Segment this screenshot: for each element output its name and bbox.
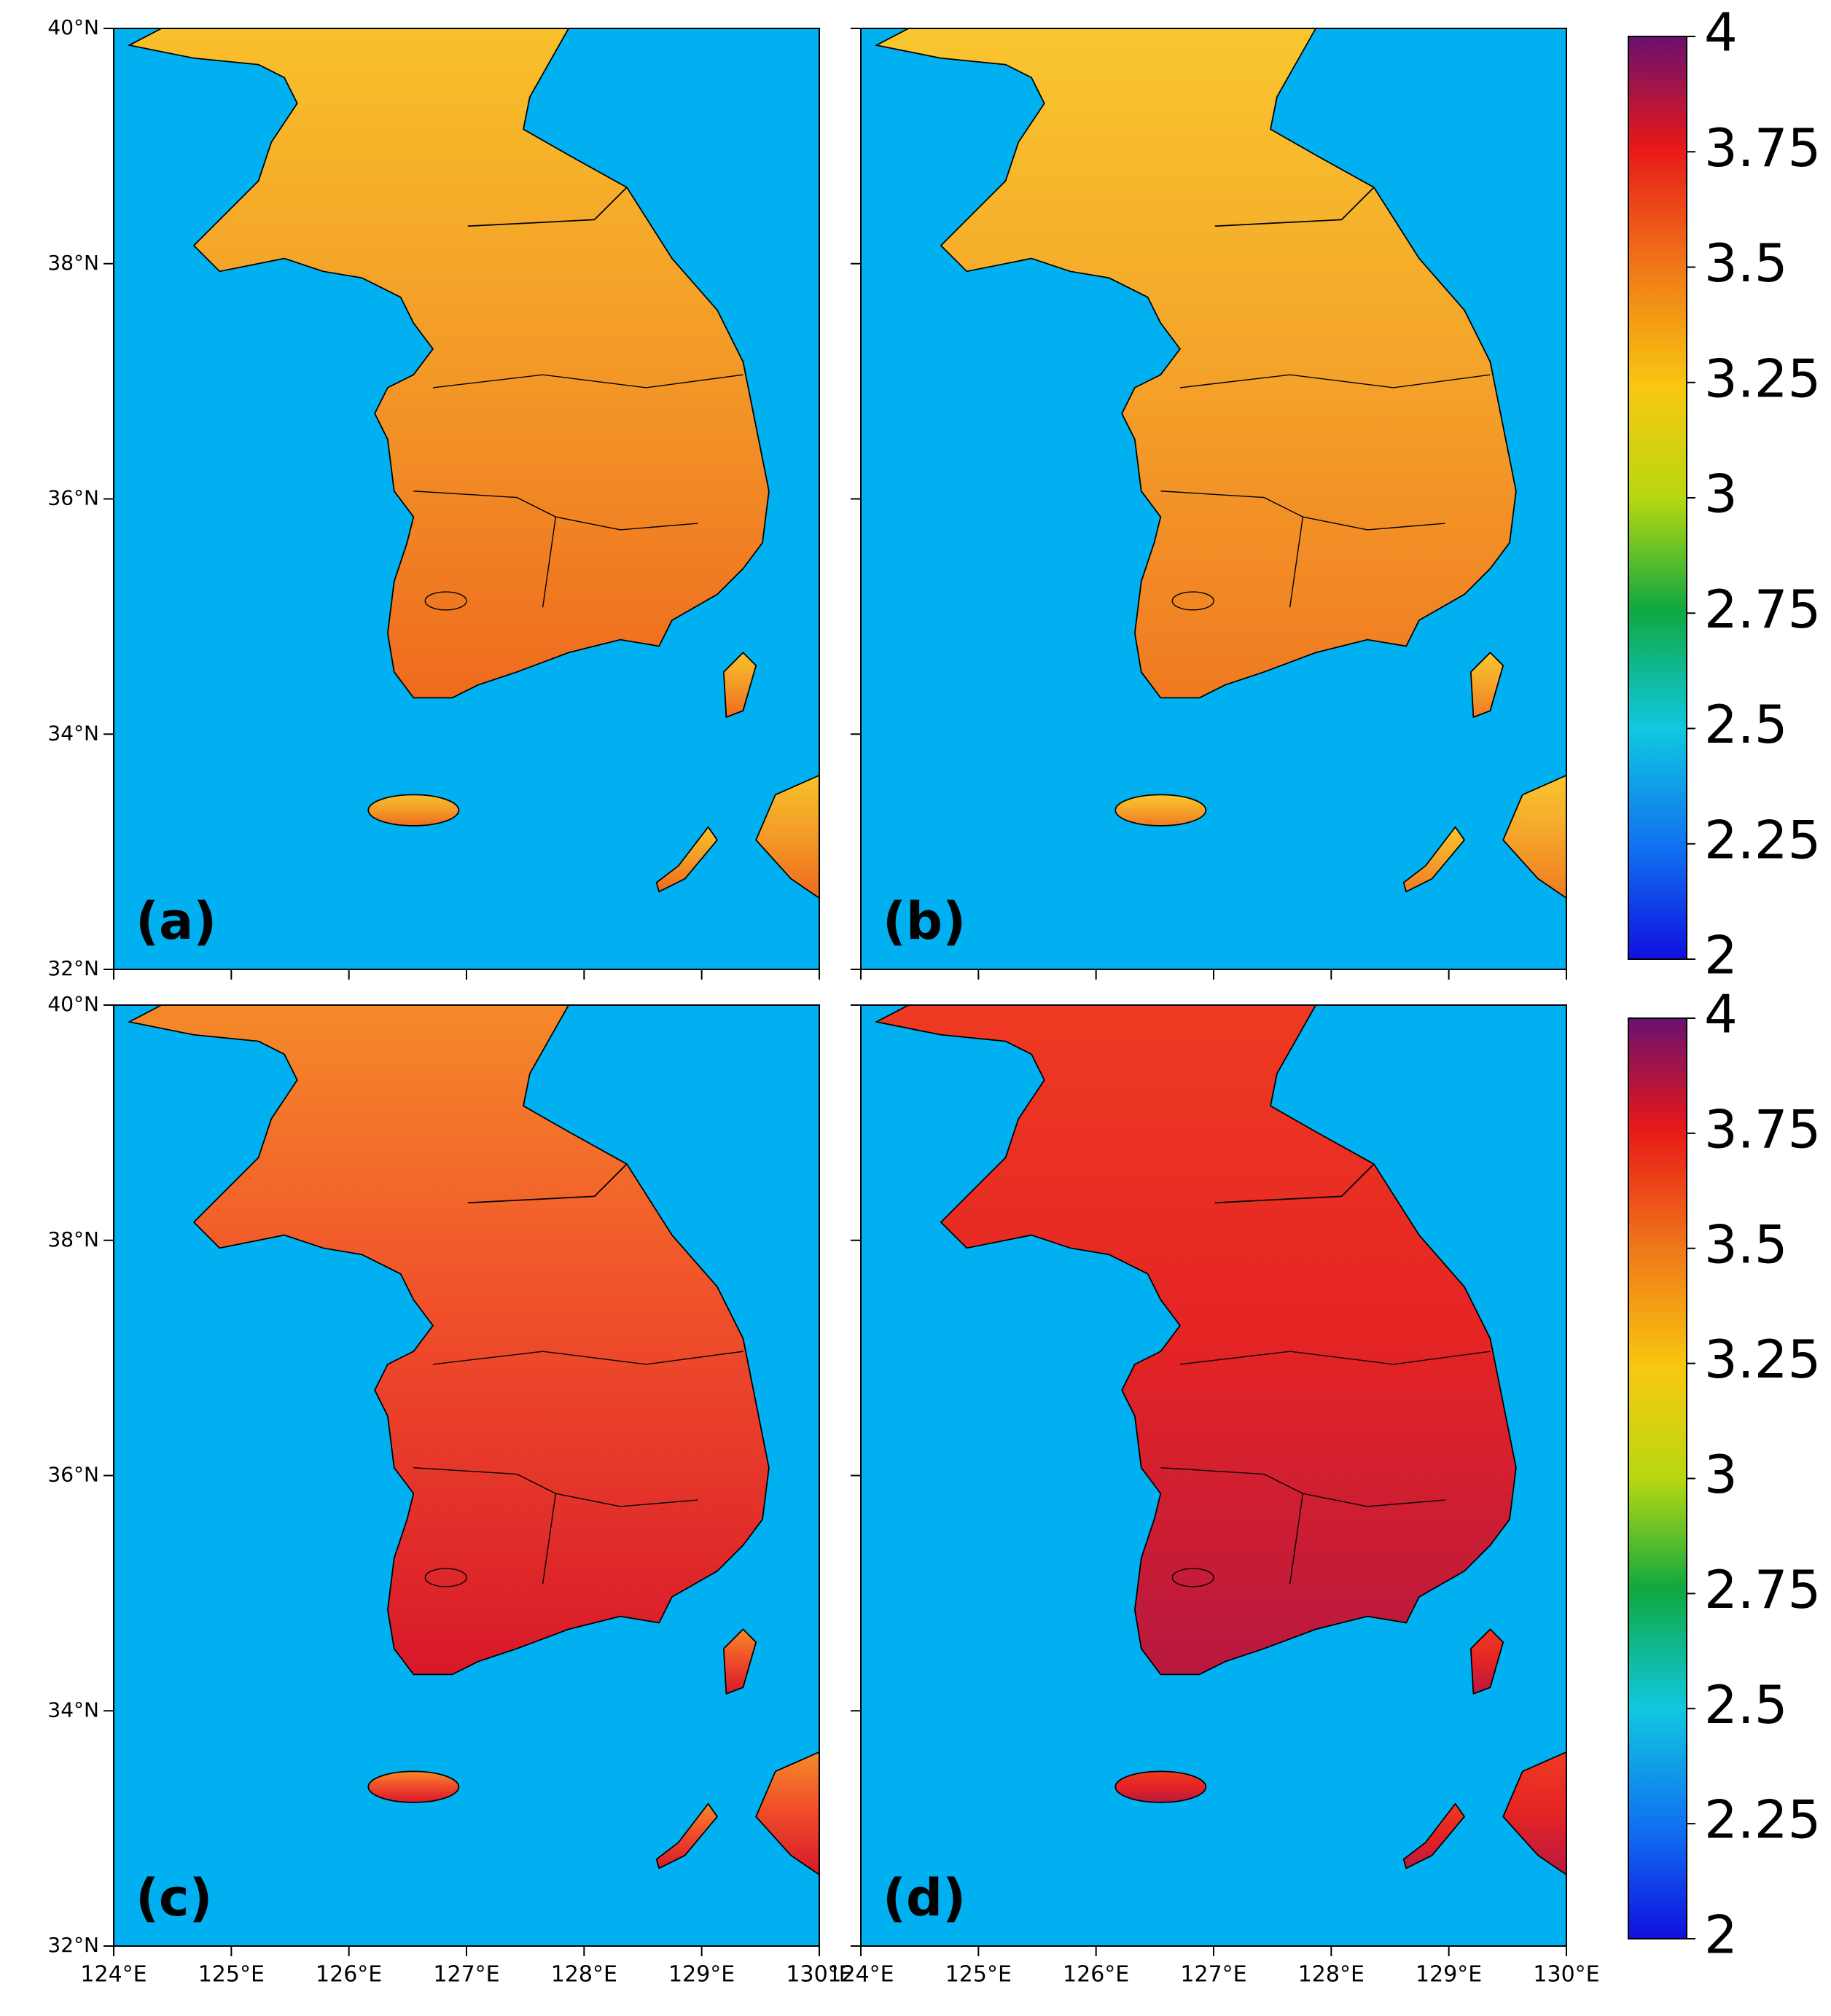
lat-tick-label: 34°N <box>47 1697 99 1722</box>
colorbar-tick-label: 2.25 <box>1704 809 1821 870</box>
colorbar-tick-label: 3 <box>1704 464 1738 525</box>
lon-tick-label: 127°E <box>1180 1962 1246 1988</box>
colorbar-tick-label: 3.5 <box>1704 233 1788 294</box>
colorbar-tick-label: 2.5 <box>1704 1674 1788 1735</box>
colorbar-tick-label: 2.5 <box>1704 694 1788 755</box>
lon-tick-label: 124°E <box>80 1962 147 1988</box>
colorbar-fill <box>1628 1017 1687 1939</box>
map-panel: (b) <box>851 28 1567 980</box>
map-area <box>861 28 1566 969</box>
map-area <box>114 28 819 969</box>
panel-label: (b) <box>883 891 966 951</box>
lat-tick-label: 36°N <box>47 1463 99 1487</box>
lon-tick-label: 129°E <box>668 1962 735 1988</box>
lon-tick-label: 129°E <box>1416 1962 1482 1988</box>
map-area <box>861 1005 1566 1946</box>
map-panel: (a) 40°N 38°N 36°N 34°N 32°N <box>47 15 820 980</box>
lat-tick-label: 32°N <box>47 1933 99 1957</box>
colorbar-tick-label: 3.25 <box>1704 348 1821 409</box>
panel-label: (a) <box>136 891 216 951</box>
lat-tick-label: 38°N <box>47 1227 99 1251</box>
panel-label: (c) <box>136 1868 212 1928</box>
lat-tick-label: 32°N <box>47 956 99 980</box>
lat-tick-label: 40°N <box>47 992 99 1016</box>
colorbar-tick-label: 2 <box>1704 1904 1738 1966</box>
colorbar-tick-label: 3 <box>1704 1444 1738 1505</box>
colorbar-tick-label: 4 <box>1704 984 1738 1045</box>
colorbar-tick-label: 2.75 <box>1704 1559 1821 1620</box>
colorbar-tick-label: 2.25 <box>1704 1789 1821 1851</box>
colorbar: 2 2.25 2.5 2.75 3 3.25 3.5 3.75 4 <box>1628 984 1821 1966</box>
map-panel: (c) 40°N 38°N 36°N 34°N 32°N 124°E 125°E 126°E 12… <box>47 992 852 1988</box>
lon-tick-label: 130°E <box>786 1962 852 1988</box>
map-area <box>114 1005 819 1946</box>
panel-label: (d) <box>883 1868 966 1928</box>
colorbar-tick-label: 3.5 <box>1704 1214 1788 1275</box>
lon-tick-label: 126°E <box>316 1962 382 1988</box>
colorbar-tick-label: 2.75 <box>1704 579 1821 640</box>
lon-tick-label: 127°E <box>433 1962 499 1988</box>
lon-tick-label: 128°E <box>1298 1962 1365 1988</box>
colorbar-tick-label: 3.25 <box>1704 1329 1821 1390</box>
lon-tick-label: 128°E <box>551 1962 617 1988</box>
lat-tick-label: 40°N <box>47 15 99 39</box>
lon-tick-label: 130°E <box>1533 1962 1599 1988</box>
colorbar-tick-label: 3.75 <box>1704 1098 1821 1160</box>
colorbar: 2 2.25 2.5 2.75 3 3.25 3.5 3.75 4 <box>1628 2 1821 986</box>
colorbar-tick-label: 4 <box>1704 2 1738 63</box>
lon-tick-label: 124°E <box>827 1962 894 1988</box>
lon-tick-label: 126°E <box>1063 1962 1129 1988</box>
colorbar-fill <box>1628 36 1687 960</box>
lat-tick-label: 38°N <box>47 251 99 275</box>
colorbar-tick-label: 2 <box>1704 925 1738 986</box>
lat-tick-label: 36°N <box>47 486 99 510</box>
lon-tick-label: 125°E <box>198 1962 265 1988</box>
lon-tick-label: 125°E <box>945 1962 1012 1988</box>
colorbar-tick-label: 3.75 <box>1704 117 1821 179</box>
lat-tick-label: 34°N <box>47 721 99 745</box>
map-panel: (d) 124°E 125°E 126°E 127°E 128°E 129°E 130°E <box>827 1004 1600 1988</box>
